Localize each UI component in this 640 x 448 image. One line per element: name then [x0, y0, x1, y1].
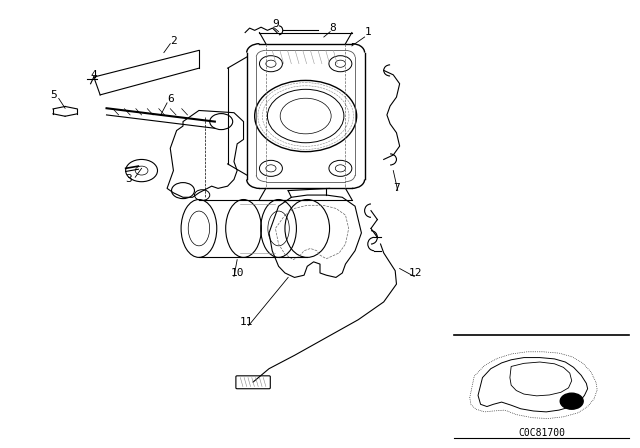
Text: 1: 1 — [364, 27, 371, 37]
Text: 8: 8 — [330, 23, 336, 33]
Circle shape — [560, 393, 583, 409]
Text: 3: 3 — [125, 174, 132, 185]
Text: 12: 12 — [409, 268, 422, 278]
Text: C0C81700: C0C81700 — [518, 428, 565, 438]
Text: 11: 11 — [240, 317, 253, 327]
Text: 9: 9 — [272, 19, 279, 29]
Text: 5: 5 — [51, 90, 57, 100]
Text: 10: 10 — [230, 268, 244, 278]
Text: 7: 7 — [393, 183, 400, 194]
Text: 4: 4 — [90, 70, 97, 80]
Text: 6: 6 — [167, 95, 173, 104]
FancyBboxPatch shape — [236, 376, 270, 389]
Text: 2: 2 — [170, 35, 177, 46]
